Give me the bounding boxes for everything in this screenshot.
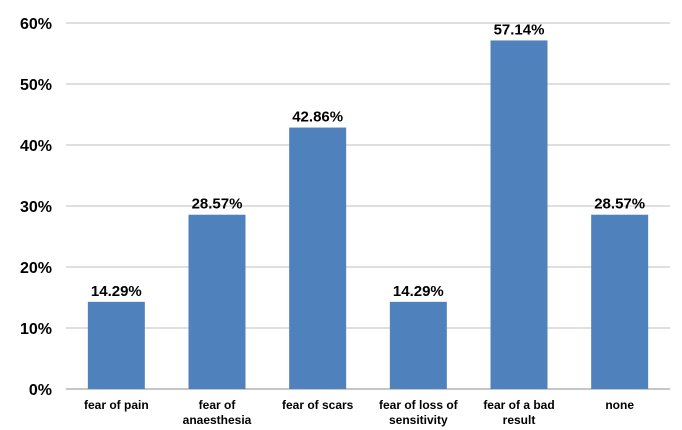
x-category-label: fear of anaesthesia — [183, 398, 252, 427]
bar — [591, 214, 649, 389]
bar — [188, 214, 246, 389]
data-label: 28.57% — [594, 196, 645, 213]
y-tick-label: 50% — [20, 77, 52, 94]
x-axis: fear of pain fear of anaesthesia fear of sc… — [84, 398, 634, 427]
y-axis: 0% 10% 20% 30% 40% 50% 60% — [20, 16, 670, 399]
data-label: 57.14% — [494, 21, 545, 38]
gridlines — [66, 22, 670, 390]
x-category-label: fear of a bad result — [483, 398, 554, 427]
y-tick-label: 30% — [20, 199, 52, 216]
y-tick-label: 60% — [20, 16, 52, 33]
y-tick-label: 0% — [29, 382, 52, 399]
y-tick-label: 10% — [20, 321, 52, 338]
x-category-label: fear of pain — [84, 398, 149, 412]
bar — [389, 301, 447, 389]
data-label: 14.29% — [393, 283, 444, 300]
x-category-label: fear of scars — [282, 398, 354, 412]
data-label: 14.29% — [91, 283, 142, 300]
data-labels: 14.29% 28.57% 42.86% 14.29% 57.14% 28.57% — [91, 21, 645, 299]
bars — [87, 40, 649, 390]
bar — [87, 301, 145, 389]
data-label: 42.86% — [292, 109, 343, 126]
bar — [289, 127, 347, 389]
x-category-label: none — [605, 398, 634, 412]
data-label: 28.57% — [192, 196, 243, 213]
x-category-label: fear of loss of sensitivity — [379, 398, 459, 427]
y-tick-label: 20% — [20, 260, 52, 277]
y-tick-label: 40% — [20, 138, 52, 155]
bar — [490, 40, 548, 390]
